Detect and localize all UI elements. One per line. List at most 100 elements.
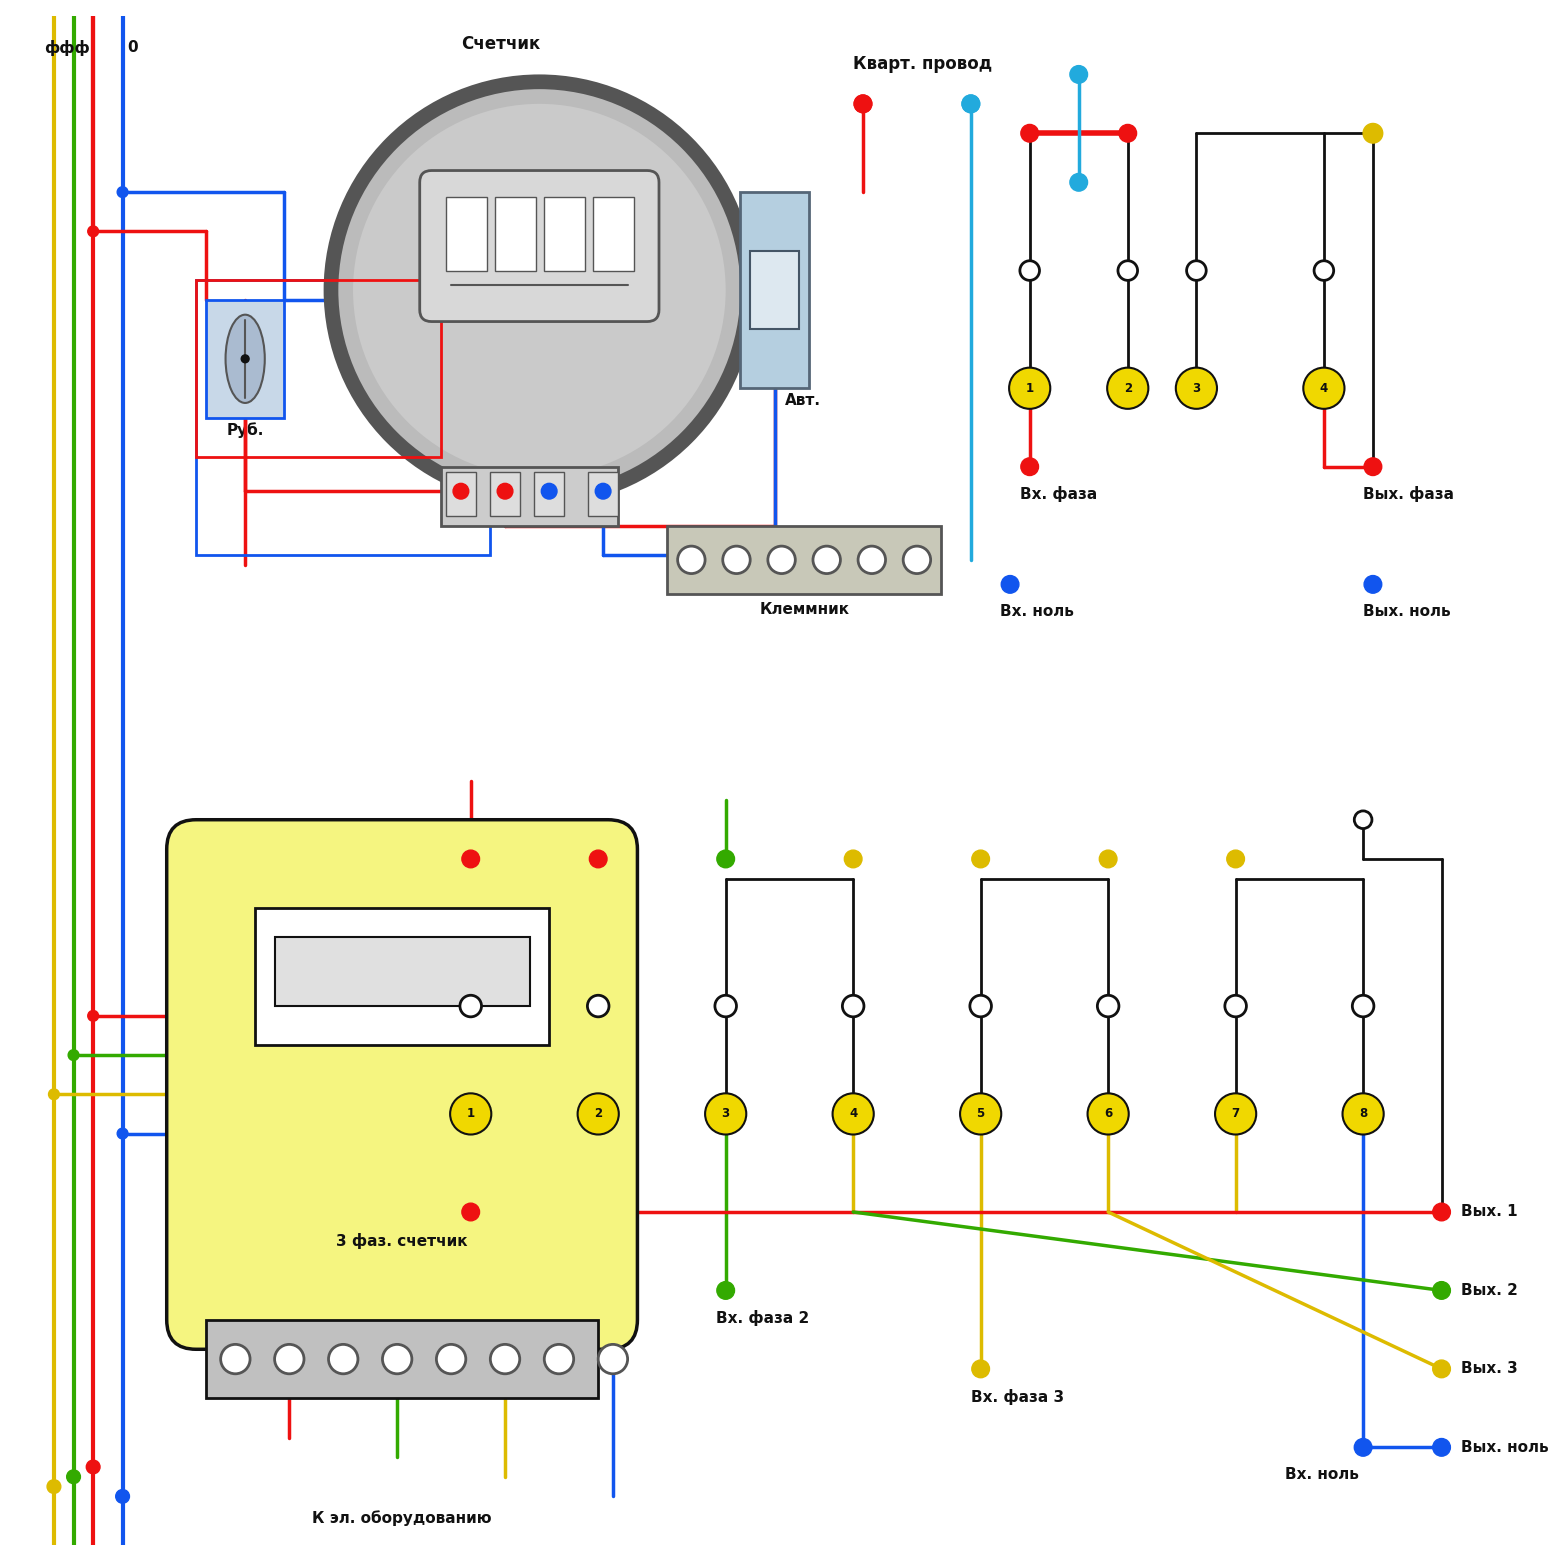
Bar: [254, 909, 549, 1046]
Circle shape: [1070, 66, 1087, 83]
Circle shape: [1187, 261, 1206, 281]
Circle shape: [903, 546, 931, 573]
Text: Вых. фаза: Вых. фаза: [1363, 487, 1454, 503]
Text: Вх. фаза 1: Вх. фаза 1: [460, 1232, 554, 1247]
Circle shape: [451, 1093, 491, 1135]
Bar: [441, 467, 618, 526]
Bar: [495, 197, 537, 270]
Bar: [741, 192, 810, 389]
Text: Вых. ноль: Вых. ноль: [1363, 604, 1451, 620]
Circle shape: [1097, 996, 1119, 1016]
Circle shape: [768, 546, 796, 573]
Text: Руб.: Руб.: [226, 423, 264, 439]
FancyBboxPatch shape: [420, 170, 658, 322]
Circle shape: [855, 95, 872, 112]
Text: 4: 4: [1320, 382, 1328, 395]
Text: Авт.: Авт.: [785, 393, 821, 407]
Circle shape: [462, 851, 479, 868]
Circle shape: [1119, 261, 1137, 281]
Circle shape: [329, 1344, 357, 1374]
Circle shape: [718, 851, 735, 868]
Circle shape: [959, 1093, 1002, 1135]
Text: 3 фаз. счетчик: 3 фаз. счетчик: [337, 1233, 468, 1249]
Bar: [593, 197, 635, 270]
Text: 0: 0: [128, 41, 139, 55]
Circle shape: [1363, 576, 1382, 593]
Circle shape: [577, 1093, 619, 1135]
Circle shape: [1009, 368, 1050, 409]
Circle shape: [115, 1489, 129, 1503]
Circle shape: [858, 546, 886, 573]
Text: Вых. ноль: Вых. ноль: [1462, 1439, 1549, 1455]
Text: 8: 8: [1359, 1107, 1367, 1121]
Circle shape: [1100, 851, 1117, 868]
Bar: [750, 251, 799, 329]
Text: Вх. ноль: Вх. ноль: [1285, 1467, 1359, 1481]
Circle shape: [718, 1282, 735, 1299]
Bar: [206, 1321, 597, 1399]
Circle shape: [382, 1344, 412, 1374]
Circle shape: [353, 105, 725, 476]
Circle shape: [1432, 1282, 1451, 1299]
Circle shape: [1343, 1093, 1384, 1135]
Circle shape: [972, 1360, 989, 1378]
Circle shape: [437, 1344, 466, 1374]
Text: ффф: ффф: [44, 41, 90, 56]
Circle shape: [117, 1129, 128, 1140]
Text: Вх. фаза 3: Вх. фаза 3: [970, 1388, 1064, 1405]
Text: Вых. 3: Вых. 3: [1462, 1361, 1518, 1377]
Circle shape: [1432, 1439, 1451, 1456]
Text: Вых. 2: Вых. 2: [1462, 1283, 1518, 1297]
Circle shape: [490, 1344, 519, 1374]
Circle shape: [813, 546, 841, 573]
Circle shape: [1215, 1093, 1256, 1135]
Circle shape: [1353, 996, 1374, 1016]
FancyBboxPatch shape: [167, 820, 638, 1349]
Circle shape: [590, 851, 607, 868]
Circle shape: [220, 1344, 250, 1374]
Circle shape: [1108, 368, 1148, 409]
Bar: [535, 471, 563, 515]
Bar: [446, 471, 476, 515]
Text: 5: 5: [977, 1107, 984, 1121]
Circle shape: [1087, 1093, 1129, 1135]
Circle shape: [275, 1344, 304, 1374]
Circle shape: [677, 546, 705, 573]
Circle shape: [462, 1204, 479, 1221]
Bar: [206, 300, 284, 418]
Circle shape: [1432, 1204, 1451, 1221]
Circle shape: [1176, 368, 1217, 409]
Circle shape: [323, 75, 755, 506]
Circle shape: [963, 95, 980, 112]
Circle shape: [460, 996, 482, 1016]
Circle shape: [1020, 457, 1039, 476]
Circle shape: [339, 89, 741, 492]
Circle shape: [833, 1093, 874, 1135]
Text: Клеммник: Клеммник: [760, 603, 849, 617]
Circle shape: [970, 996, 992, 1016]
Circle shape: [844, 851, 863, 868]
Circle shape: [1314, 261, 1334, 281]
Circle shape: [588, 996, 608, 1016]
Circle shape: [498, 484, 513, 500]
Circle shape: [722, 546, 750, 573]
Text: 7: 7: [1231, 1107, 1240, 1121]
Circle shape: [1303, 368, 1345, 409]
Circle shape: [1070, 173, 1087, 190]
Bar: [275, 938, 529, 1005]
Text: 1: 1: [466, 1107, 474, 1121]
Circle shape: [87, 226, 98, 237]
Text: Вх. ноль: Вх. ноль: [1000, 604, 1075, 620]
Circle shape: [87, 1010, 98, 1021]
Circle shape: [1363, 123, 1382, 144]
Circle shape: [242, 354, 250, 362]
Circle shape: [1363, 457, 1382, 476]
Circle shape: [1225, 996, 1246, 1016]
Text: Кварт. провод: Кварт. провод: [853, 55, 992, 73]
Text: 2: 2: [1123, 382, 1133, 395]
Text: 3: 3: [722, 1107, 730, 1121]
Text: Вх. фаза 2: Вх. фаза 2: [716, 1310, 810, 1325]
Circle shape: [117, 187, 128, 198]
Text: Вх. фаза: Вх. фаза: [1020, 487, 1097, 503]
Circle shape: [1432, 1360, 1451, 1378]
